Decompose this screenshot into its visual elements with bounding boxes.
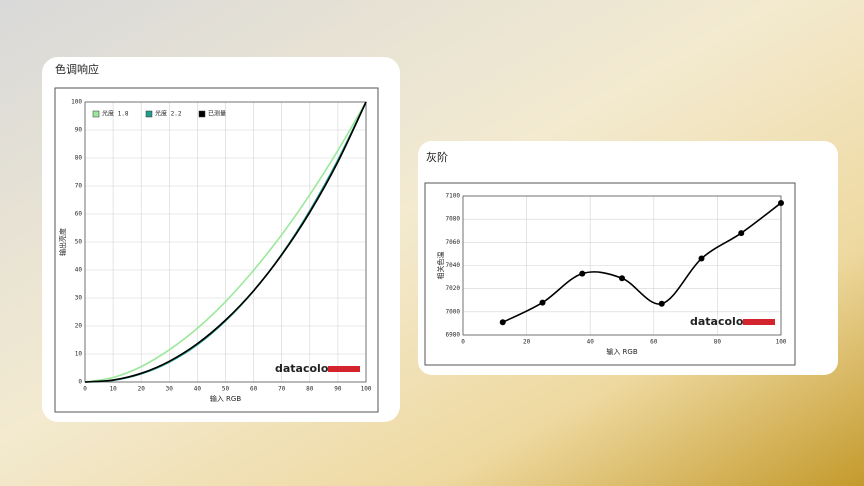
series-line	[84, 101, 367, 383]
data-point	[619, 275, 625, 282]
y-tick-label: 100	[71, 99, 82, 106]
y-tick-label: 10	[75, 351, 83, 358]
y-tick-label: 0	[78, 379, 82, 386]
x-tick-label: 40	[587, 339, 595, 346]
watermark: datacolor	[690, 315, 749, 328]
y-tick-label: 70	[75, 183, 83, 190]
x-axis-label: 输入 RGB	[606, 347, 638, 356]
x-axis-label: 输入 RGB	[210, 394, 242, 403]
y-tick-label: 90	[75, 127, 83, 134]
y-tick-label: 50	[75, 239, 83, 246]
x-tick-label: 50	[222, 386, 230, 393]
y-axis-label: 相关色温	[436, 252, 445, 280]
x-tick-label: 0	[461, 339, 465, 346]
x-tick-label: 80	[714, 339, 722, 346]
chart-frame	[54, 87, 379, 413]
x-tick-label: 10	[109, 386, 117, 393]
watermark-bar	[743, 319, 775, 325]
legend-label: 已测量	[208, 110, 226, 118]
y-tick-label: 80	[75, 155, 83, 162]
plot-border	[84, 101, 367, 383]
y-tick-label: 20	[75, 323, 83, 330]
data-point	[658, 300, 665, 307]
series-line	[502, 202, 782, 323]
watermark-bar	[328, 366, 360, 372]
data-point	[539, 299, 546, 306]
y-tick-label: 7080	[446, 216, 461, 223]
data-point	[698, 255, 705, 262]
chart-title: 灰阶	[426, 150, 448, 164]
plot-border	[462, 195, 782, 336]
legend-swatch	[92, 110, 100, 118]
y-tick-label: 7040	[446, 262, 461, 269]
x-tick-label: 100	[361, 386, 372, 393]
chart-title: 色调响应	[55, 62, 99, 76]
legend-label: 光度 1.8	[102, 110, 129, 118]
y-tick-label: 7100	[446, 193, 461, 200]
legend-swatch	[145, 110, 153, 118]
x-tick-label: 70	[278, 386, 286, 393]
y-tick-label: 60	[75, 211, 83, 218]
x-tick-label: 90	[334, 386, 342, 393]
x-tick-label: 40	[194, 386, 202, 393]
legend-label: 光度 2.2	[155, 110, 182, 118]
y-tick-label: 7020	[446, 285, 461, 292]
x-tick-label: 30	[166, 386, 174, 393]
x-tick-label: 80	[306, 386, 314, 393]
x-tick-label: 20	[138, 386, 146, 393]
legend-swatch	[198, 110, 206, 118]
watermark: datacolor	[275, 362, 334, 375]
series-line	[84, 101, 367, 383]
data-point	[738, 230, 745, 237]
x-tick-label: 60	[650, 339, 658, 346]
y-tick-label: 7060	[446, 239, 461, 246]
x-tick-label: 20	[523, 339, 531, 346]
x-tick-label: 0	[83, 386, 87, 393]
x-tick-label: 100	[776, 339, 787, 346]
y-tick-label: 30	[75, 295, 83, 302]
y-axis-label: 输出亮度	[58, 228, 67, 256]
x-tick-label: 60	[250, 386, 258, 393]
y-tick-label: 40	[75, 267, 83, 274]
y-tick-label: 6980	[446, 332, 461, 339]
data-point	[778, 199, 784, 206]
data-point	[579, 270, 586, 277]
y-tick-label: 7000	[446, 308, 461, 315]
data-point	[499, 319, 506, 326]
